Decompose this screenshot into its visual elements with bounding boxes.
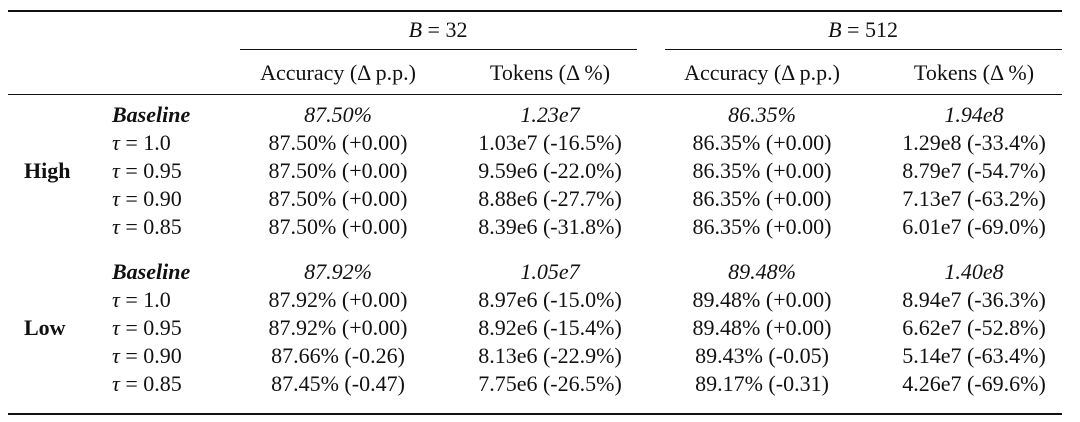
table-cell: 87.92% [304,259,372,284]
table-cell: 8.88e6 (-27.7%) [478,186,622,211]
table-cell: 1.03e7 (-16.5%) [478,130,622,155]
table-cell: 89.17% (-0.31) [695,371,829,396]
header-rule [8,94,1062,95]
table-cell: 86.35% [728,102,796,127]
table-cell: 87.50% [304,102,372,127]
table-cell: 6.62e7 (-52.8%) [902,315,1046,340]
row-label: Baseline [112,259,191,284]
table-cell: 89.48% (+0.00) [692,315,832,340]
row-label: τ = 1.0 [112,130,171,155]
group-header-b32: B = 32 [408,17,468,42]
table-cell: 86.35% (+0.00) [692,130,832,155]
table-cell: 8.13e6 (-22.9%) [478,343,622,368]
group-rule-b512 [665,49,1062,50]
table-cell: 89.43% (-0.05) [695,343,829,368]
table-cell: 86.35% (+0.00) [692,158,832,183]
table-cell: 8.97e6 (-15.0%) [478,287,622,312]
row-label: τ = 1.0 [112,287,171,312]
column-header: Accuracy (Δ p.p.) [260,60,416,85]
column-header: Tokens (Δ %) [913,60,1035,85]
table-cell: 7.13e7 (-63.2%) [902,186,1046,211]
table-cell: 8.39e6 (-31.8%) [478,214,622,239]
table-cell: 8.92e6 (-15.4%) [478,315,622,340]
section-label-high: High [24,158,71,183]
table-cell: 87.92% (+0.00) [268,287,408,312]
table-cell: 9.59e6 (-22.0%) [478,158,622,183]
table-cell: 6.01e7 (-69.0%) [902,214,1046,239]
row-label: τ = 0.85 [112,214,182,239]
row-label: τ = 0.95 [112,315,182,340]
row-label: Baseline [112,102,191,127]
table-cell: 8.94e7 (-36.3%) [902,287,1046,312]
table-cell: 1.29e8 (-33.4%) [902,130,1046,155]
column-header: Tokens (Δ %) [489,60,611,85]
table-cell: 87.50% (+0.00) [268,130,408,155]
table-cell: 87.50% (+0.00) [268,214,408,239]
row-label: τ = 0.85 [112,371,182,396]
table-cell: 1.40e8 [944,259,1004,284]
table-cell: 87.92% (+0.00) [268,315,408,340]
group-rule-b32 [240,49,637,50]
table-cell: 87.66% (-0.26) [271,343,405,368]
section-label-low: Low [24,315,66,340]
table-cell: 5.14e7 (-63.4%) [902,343,1046,368]
table-cell: 8.79e7 (-54.7%) [902,158,1046,183]
table-cell: 4.26e7 (-69.6%) [902,371,1046,396]
table-cell: 89.48% [728,259,796,284]
table-cell: 86.35% (+0.00) [692,214,832,239]
top-rule [8,10,1062,12]
table-cell: 89.48% (+0.00) [692,287,832,312]
table-cell: 1.05e7 [520,259,580,284]
table-cell: 86.35% (+0.00) [692,186,832,211]
table-cell: 87.50% (+0.00) [268,158,408,183]
row-label: τ = 0.95 [112,158,182,183]
row-label: τ = 0.90 [112,186,182,211]
table-cell: 87.45% (-0.47) [271,371,405,396]
table-cell: 1.94e8 [944,102,1004,127]
bottom-rule [8,413,1062,415]
group-header-b512: B = 512 [828,17,898,42]
row-label: τ = 0.90 [112,343,182,368]
table-cell: 87.50% (+0.00) [268,186,408,211]
table-cell: 1.23e7 [520,102,580,127]
column-header: Accuracy (Δ p.p.) [684,60,840,85]
table-cell: 7.75e6 (-26.5%) [478,371,622,396]
